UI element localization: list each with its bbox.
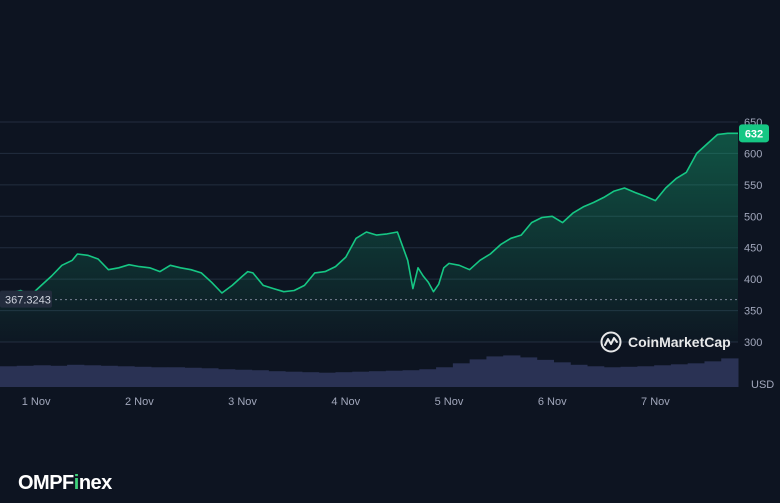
- volume-bar: [369, 371, 387, 387]
- y-tick-label: 350: [744, 306, 762, 318]
- volume-bar: [184, 367, 202, 387]
- volume-bar: [117, 366, 135, 387]
- volume-bar: [620, 366, 638, 387]
- volume-bar: [469, 359, 487, 387]
- volume-bar: [587, 366, 605, 387]
- x-tick-label: 3 Nov: [228, 396, 257, 408]
- volume-bar: [704, 361, 722, 387]
- y-tick-label: 550: [744, 180, 762, 192]
- y-tick-label: 450: [744, 243, 762, 255]
- volume-bar: [167, 367, 185, 387]
- volume-bar: [687, 363, 705, 387]
- volume-bar: [519, 357, 538, 387]
- volume-bar: [402, 370, 420, 387]
- volume-bar: [536, 359, 554, 387]
- x-tick-label: 5 Nov: [435, 396, 464, 408]
- volume-bar: [419, 369, 437, 387]
- last-price-badge: [739, 124, 769, 143]
- volume-bar: [0, 366, 18, 387]
- volume-bar: [234, 369, 253, 387]
- badges: 632 367.3243: [0, 124, 769, 308]
- reference-label: 367.3243: [5, 295, 51, 307]
- volume-bar: [218, 369, 236, 387]
- volume-bar: [301, 372, 320, 387]
- x-tick-label: 4 Nov: [331, 396, 360, 408]
- volume-bar: [670, 364, 689, 387]
- price-area-fill: [0, 133, 738, 342]
- x-tick-label: 7 Nov: [641, 396, 670, 408]
- x-tick-label: 6 Nov: [538, 396, 567, 408]
- coinmarketcap-logo-icon: [600, 331, 622, 353]
- volume-bar: [201, 368, 219, 387]
- volume-bar: [486, 356, 504, 387]
- watermark-text: CoinMarketCap: [628, 334, 731, 350]
- volume-bar: [436, 367, 454, 387]
- volume-bar: [150, 367, 169, 387]
- brand-suffix: nex: [78, 472, 112, 494]
- volume-bar: [385, 370, 404, 387]
- y-tick-label: 600: [744, 148, 762, 160]
- volume-bar: [721, 358, 739, 387]
- volume-bar: [83, 365, 102, 387]
- volume-bar: [33, 365, 51, 387]
- volume-bar: [50, 365, 68, 387]
- volume-bar: [16, 365, 35, 387]
- volume-bar: [318, 372, 336, 387]
- volume-bar: [335, 372, 353, 387]
- y-tick-label: 400: [744, 274, 762, 286]
- volume-bar: [352, 371, 370, 387]
- volume-bar: [570, 364, 588, 387]
- last-price-label: 632: [745, 128, 763, 140]
- volume-bar: [100, 365, 118, 387]
- x-tick-label: 2 Nov: [125, 396, 154, 408]
- volume-bar: [654, 365, 672, 387]
- x-tick-label: 1 Nov: [22, 396, 51, 408]
- volume-bar: [603, 367, 622, 387]
- volume-bar: [285, 371, 303, 387]
- price-line-group: [0, 132, 738, 299]
- y-tick-label: 300: [744, 337, 762, 349]
- price-area: [0, 133, 738, 342]
- volume-bar: [251, 370, 269, 387]
- brand-prefix: OMPF: [18, 472, 74, 494]
- currency-label: USD: [751, 379, 774, 391]
- brand-logo: OMPFinex: [18, 472, 112, 495]
- volume-bar: [268, 371, 286, 387]
- volume-bar: [452, 363, 471, 387]
- x-axis: 1 Nov 2 Nov 3 Nov 4 Nov 5 Nov 6 Nov 7 Nov: [22, 396, 671, 408]
- volume-bar: [503, 355, 521, 387]
- coinmarketcap-watermark: CoinMarketCap: [600, 331, 731, 353]
- y-tick-label: 500: [744, 211, 762, 223]
- volume-bar: [67, 364, 85, 387]
- brand-accent: i: [73, 472, 80, 494]
- volume-bar: [637, 366, 655, 387]
- volume-bars: [0, 355, 739, 387]
- volume-bar: [134, 366, 152, 387]
- reference-badge: [0, 290, 52, 308]
- volume-bar: [553, 362, 571, 387]
- price-line: [0, 132, 738, 299]
